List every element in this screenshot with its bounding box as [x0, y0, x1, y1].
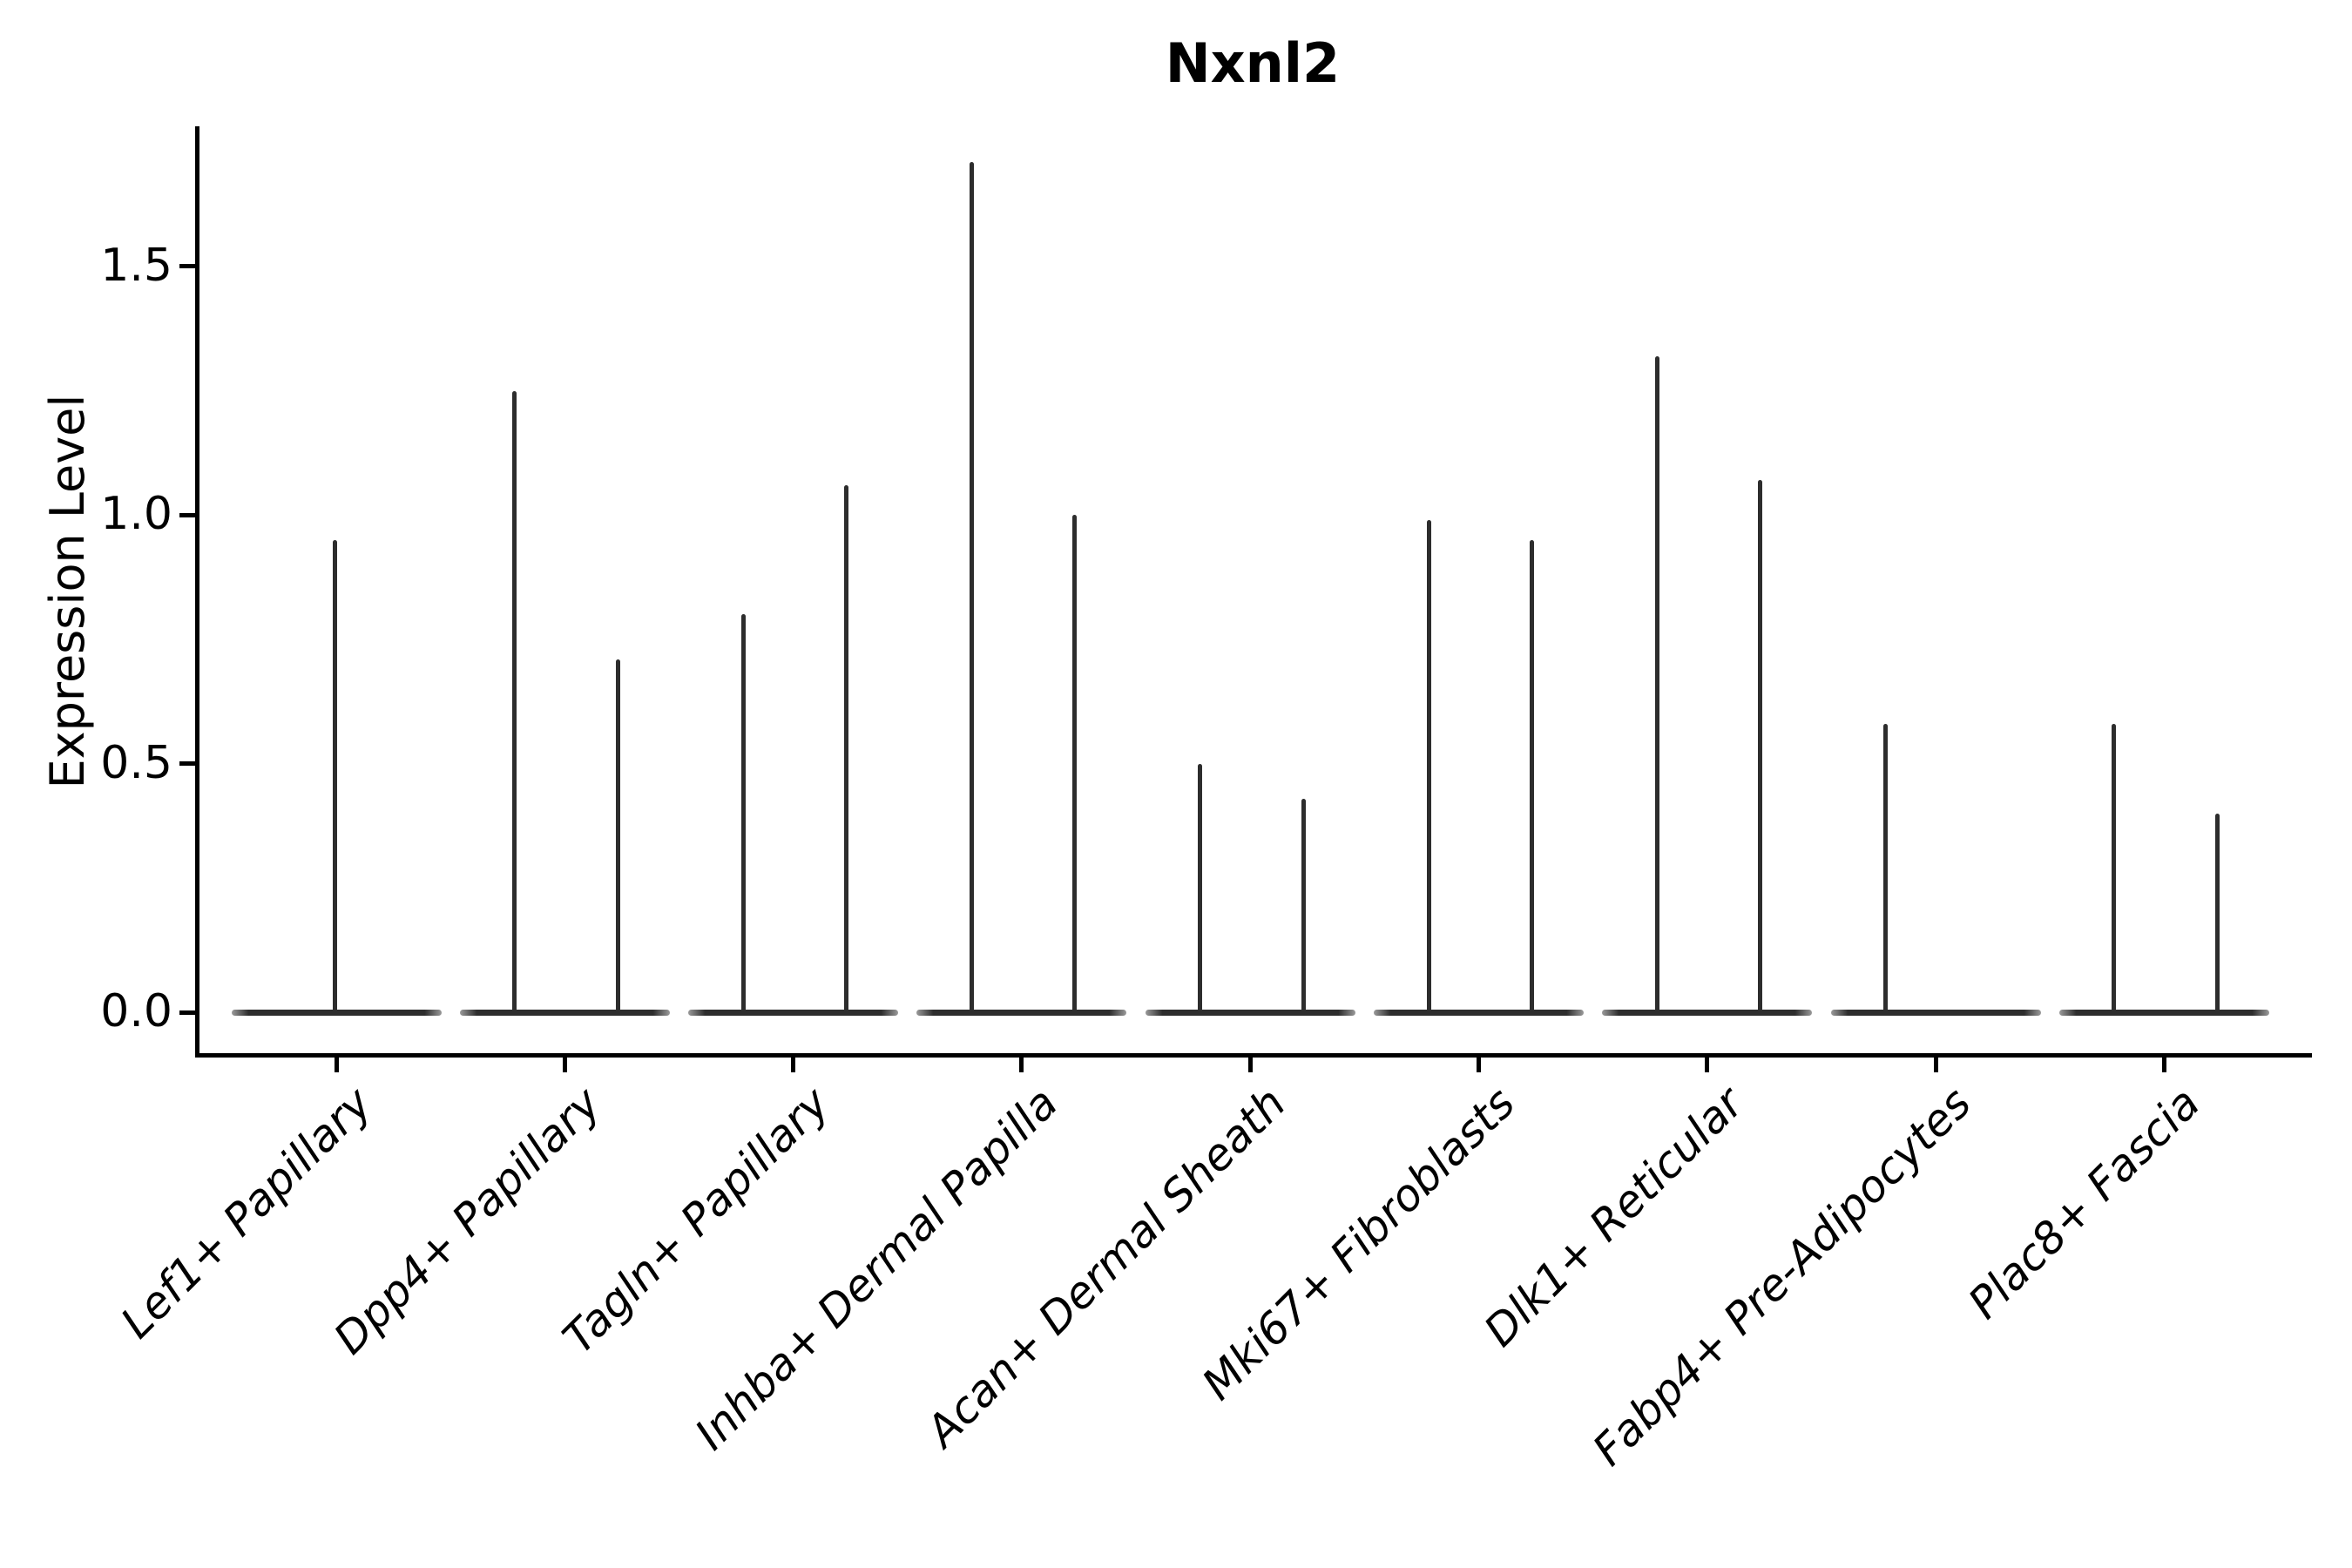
violin-base — [1145, 1010, 1355, 1016]
y-tick-mark — [179, 1010, 195, 1015]
violin-base — [2058, 1010, 2269, 1016]
x-tick-label: Lef1+ Papillary — [111, 1078, 382, 1348]
violin-max-spike — [1883, 723, 1889, 1012]
violin-max-spike — [1654, 355, 1659, 1012]
violin-base — [1374, 1010, 1584, 1016]
x-tick-mark — [1933, 1058, 1938, 1072]
violin-base — [231, 1010, 442, 1016]
y-tick-label: 0.5 — [100, 736, 172, 789]
violin-max-spike — [844, 485, 849, 1012]
x-tick-mark — [1477, 1058, 1481, 1072]
violin-base — [1830, 1010, 2041, 1016]
violin-base — [459, 1010, 670, 1016]
violin-max-spike — [1198, 763, 1203, 1012]
violin-max-spike — [1530, 539, 1534, 1012]
violin-max-spike — [969, 162, 974, 1012]
violin-max-spike — [332, 539, 337, 1012]
y-tick-mark — [179, 264, 195, 269]
violin-max-spike — [512, 390, 517, 1012]
y-axis-spine — [195, 126, 199, 1058]
y-tick-mark — [179, 761, 195, 767]
violin-max-spike — [1758, 480, 1763, 1012]
x-tick-mark — [791, 1058, 796, 1072]
violin-max-spike — [1426, 520, 1431, 1012]
violin-max-spike — [1301, 798, 1306, 1012]
x-tick-mark — [1247, 1058, 1253, 1072]
x-tick-label: Plac8+ Fascia — [1958, 1078, 2210, 1329]
y-tick-mark — [179, 512, 195, 517]
violin-base — [1602, 1010, 1813, 1016]
violin-max-spike — [1072, 515, 1078, 1012]
violin-base — [916, 1010, 1127, 1016]
chart-title: Nxnl2 — [1165, 31, 1341, 95]
violin-max-spike — [740, 614, 746, 1012]
y-tick-label: 1.5 — [100, 239, 172, 292]
x-axis-spine — [195, 1053, 2312, 1058]
x-tick-mark — [334, 1058, 339, 1072]
y-axis-label: Expression Level — [40, 394, 95, 789]
x-tick-label: Fabp4+ Pre-Adipocytes — [1583, 1078, 1982, 1476]
violin-max-spike — [2214, 813, 2220, 1012]
x-tick-mark — [1705, 1058, 1710, 1072]
violin-max-spike — [615, 659, 620, 1012]
violin-max-spike — [2112, 723, 2117, 1012]
y-tick-label: 0.0 — [100, 985, 172, 1037]
y-tick-label: 1.0 — [100, 488, 172, 541]
x-tick-mark — [2161, 1058, 2166, 1072]
x-tick-mark — [562, 1058, 567, 1072]
violin-base — [688, 1010, 899, 1016]
x-tick-mark — [1019, 1058, 1024, 1072]
